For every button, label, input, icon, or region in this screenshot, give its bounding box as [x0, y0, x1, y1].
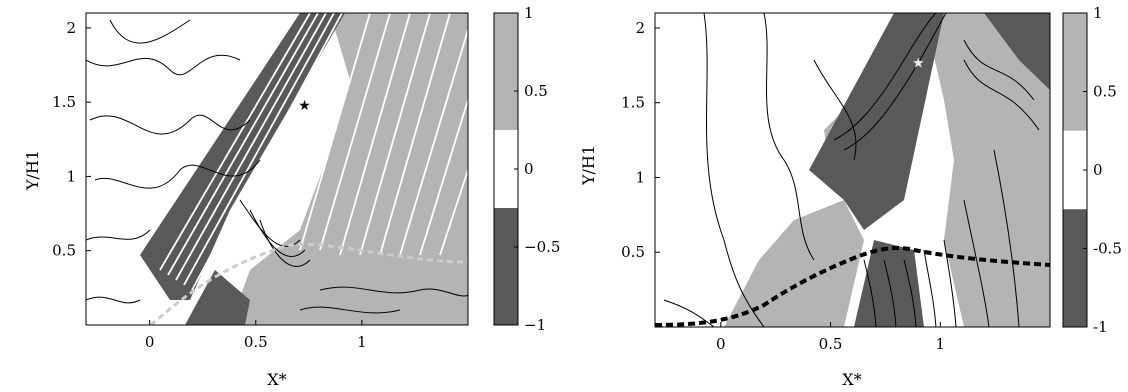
colorbar-tick-label: 1 — [1093, 4, 1103, 22]
colorbar-tick-label: −1 — [524, 316, 546, 334]
y-axis-label: Y/H1 — [579, 145, 598, 186]
colorbar-tick-label: -0.5 — [1093, 240, 1122, 258]
colorbar-segment — [1063, 13, 1087, 92]
right-contour-plot: 0 0.5 1 0.5 1 1.5 2 ★ X* Y/H1 1 0.5 0 -0.5 -1 — [579, 4, 1122, 389]
colorbar-segment — [1063, 248, 1087, 327]
contour-field — [86, 13, 468, 325]
colorbar-tick-label: 0.5 — [524, 82, 548, 100]
contour-field — [655, 13, 1050, 327]
y-tick-label: 0.5 — [621, 243, 645, 261]
y-tick-label: 1.5 — [52, 93, 76, 111]
colorbar-segment — [494, 91, 518, 130]
y-tick-label: 2 — [635, 19, 645, 37]
colorbar: 1 0.5 0 -0.5 -1 — [1062, 4, 1122, 336]
colorbar-segment — [494, 208, 518, 247]
left-contour-plot: 0 0.5 1 0.5 1 1.5 2 ★ X* Y/H1 1 0.5 0 −0.5 −1 — [23, 4, 560, 389]
plot-frame — [654, 12, 1051, 328]
y-tick-label: 1.5 — [621, 94, 645, 112]
star-marker: ★ — [298, 98, 311, 114]
right-panel: 0 0.5 1 0.5 1 1.5 2 ★ X* Y/H1 1 0.5 0 -0.5 -1 — [564, 0, 1128, 392]
colorbar-tick-label: −0.5 — [524, 238, 560, 256]
y-tick-label: 0.5 — [52, 242, 76, 260]
y-tick-label: 1 — [66, 167, 76, 185]
colorbar-segment — [1063, 91, 1087, 131]
y-tick-label: 2 — [66, 19, 76, 37]
colorbar-segment — [1063, 209, 1087, 249]
x-tick-label: 0 — [716, 335, 726, 353]
colorbar-tick-label: 1 — [524, 4, 534, 22]
x-tick-label: 1 — [936, 335, 946, 353]
colorbar-segment — [494, 13, 518, 91]
x-tick-label: 0.5 — [244, 333, 268, 351]
left-panel: 0 0.5 1 0.5 1 1.5 2 ★ X* Y/H1 1 0.5 0 −0.5 −1 — [23, 4, 560, 389]
colorbar-tick-label: 0 — [1093, 161, 1103, 179]
y-tick-label: 1 — [635, 168, 645, 186]
y-axis-label: Y/H1 — [23, 150, 42, 191]
colorbar-tick-label: 0.5 — [1093, 83, 1117, 101]
x-tick-label: 0 — [145, 333, 155, 351]
x-tick-label: 0.5 — [819, 335, 843, 353]
x-tick-label: 1 — [357, 333, 367, 351]
star-marker: ★ — [912, 55, 925, 71]
plot-frame — [85, 12, 469, 326]
colorbar-tick-label: -1 — [1093, 318, 1108, 336]
colorbar-segment — [494, 247, 518, 325]
x-axis-label: X* — [267, 370, 286, 389]
x-axis-label: X* — [842, 370, 861, 389]
colorbar: 1 0.5 0 −0.5 −1 — [493, 4, 560, 334]
colorbar-tick-label: 0 — [524, 160, 534, 178]
